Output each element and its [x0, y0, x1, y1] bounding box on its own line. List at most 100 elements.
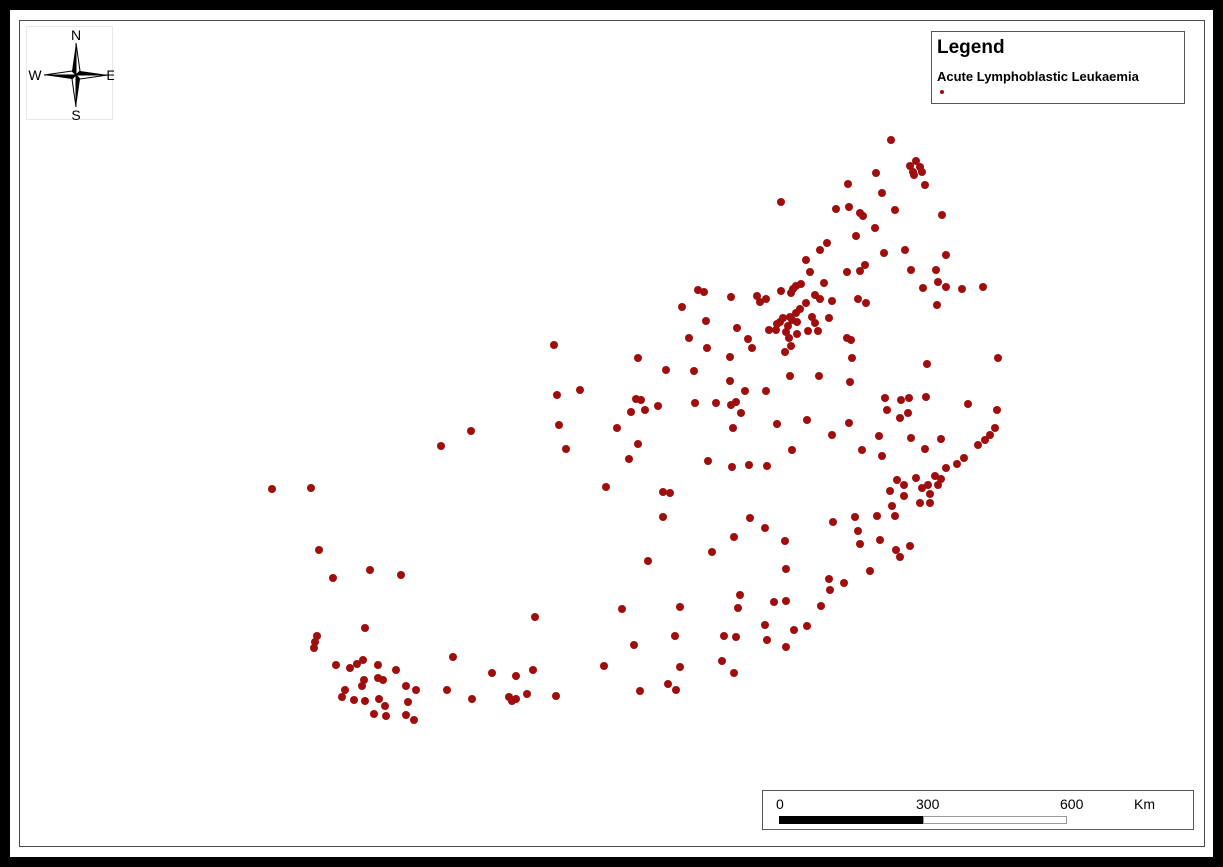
case-point [926, 490, 934, 498]
case-point [786, 372, 794, 380]
case-point [773, 320, 781, 328]
case-point [937, 435, 945, 443]
case-point [329, 574, 337, 582]
case-point [576, 386, 584, 394]
case-point [856, 267, 864, 275]
case-point [815, 372, 823, 380]
case-point [808, 313, 816, 321]
case-point [887, 136, 895, 144]
case-point [737, 409, 745, 417]
case-point [600, 662, 608, 670]
case-point [410, 716, 418, 724]
case-point [488, 669, 496, 677]
case-point [654, 402, 662, 410]
case-point [892, 546, 900, 554]
case-point [881, 394, 889, 402]
case-point [871, 224, 879, 232]
case-point [792, 309, 800, 317]
case-point [602, 483, 610, 491]
case-point [787, 342, 795, 350]
case-point [449, 653, 457, 661]
case-point [916, 499, 924, 507]
case-point [727, 401, 735, 409]
case-point [896, 553, 904, 561]
case-point [634, 440, 642, 448]
case-point [912, 157, 920, 165]
case-point [829, 518, 837, 526]
case-point [858, 446, 866, 454]
case-point [859, 212, 867, 220]
case-point [912, 474, 920, 482]
case-point [888, 502, 896, 510]
case-point [921, 445, 929, 453]
case-point [746, 514, 754, 522]
case-point [777, 198, 785, 206]
case-point [397, 571, 405, 579]
case-point [315, 546, 323, 554]
case-point [872, 169, 880, 177]
map-legend: Legend Acute Lymphoblastic Leukaemia [931, 31, 1185, 104]
case-point [512, 695, 520, 703]
case-point [627, 408, 635, 416]
case-point [876, 536, 884, 544]
case-point [392, 666, 400, 674]
case-point [793, 330, 801, 338]
case-point [934, 278, 942, 286]
case-point [906, 542, 914, 550]
case-point [346, 664, 354, 672]
case-point [734, 604, 742, 612]
case-point [878, 189, 886, 197]
case-point [664, 680, 672, 688]
case-point [803, 622, 811, 630]
case-point [786, 313, 794, 321]
case-point [361, 624, 369, 632]
case-point [659, 488, 667, 496]
case-point [832, 205, 840, 213]
case-point [921, 181, 929, 189]
case-point [779, 314, 787, 322]
case-point [634, 354, 642, 362]
case-point [761, 621, 769, 629]
case-point [762, 387, 770, 395]
case-point [550, 341, 558, 349]
case-point [846, 378, 854, 386]
case-point [726, 353, 734, 361]
case-point [733, 324, 741, 332]
case-point [704, 457, 712, 465]
case-point [437, 442, 445, 450]
case-point [856, 540, 864, 548]
case-point [374, 674, 382, 682]
case-point [718, 657, 726, 665]
case-point [922, 393, 930, 401]
case-point [918, 484, 926, 492]
case-point [745, 461, 753, 469]
case-point [904, 409, 912, 417]
scale-segment-filled [779, 816, 923, 824]
case-point [770, 598, 778, 606]
case-point [787, 289, 795, 297]
case-point [937, 475, 945, 483]
case-point [358, 682, 366, 690]
case-point [817, 602, 825, 610]
case-point [772, 326, 780, 334]
case-point [942, 464, 950, 472]
case-point [852, 232, 860, 240]
compass-south-label: S [71, 107, 80, 121]
case-point [861, 261, 869, 269]
case-point [816, 246, 824, 254]
case-point [823, 239, 831, 247]
case-point [828, 431, 836, 439]
case-point [792, 282, 800, 290]
case-point [374, 661, 382, 669]
case-point [897, 396, 905, 404]
case-point [854, 527, 862, 535]
compass-west-label: W [28, 67, 42, 83]
case-point [851, 513, 859, 521]
case-point [732, 633, 740, 641]
case-point [703, 344, 711, 352]
case-point [806, 268, 814, 276]
case-point [828, 297, 836, 305]
case-point [906, 162, 914, 170]
case-point [671, 632, 679, 640]
case-point [613, 424, 621, 432]
